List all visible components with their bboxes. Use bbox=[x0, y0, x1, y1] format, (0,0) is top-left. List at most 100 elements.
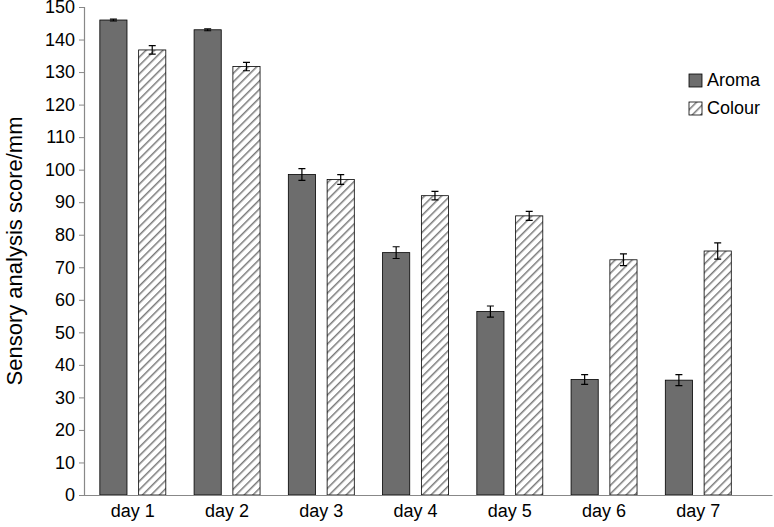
tick-label: day 3 bbox=[299, 501, 343, 521]
tick: day 5 bbox=[488, 495, 532, 521]
error-bar bbox=[393, 247, 400, 259]
tick-mark bbox=[79, 397, 84, 398]
tick: 70 bbox=[55, 258, 84, 278]
tick-label: 90 bbox=[55, 192, 75, 212]
tick: 150 bbox=[45, 0, 84, 17]
tick: day 6 bbox=[582, 495, 626, 521]
tick: 110 bbox=[46, 127, 84, 147]
legend-label: Colour bbox=[707, 98, 760, 118]
bar bbox=[477, 312, 504, 495]
tick-label: 140 bbox=[45, 30, 75, 50]
axis-title: Sensory analysis score/mm bbox=[2, 117, 27, 386]
tick-label: day 2 bbox=[205, 501, 249, 521]
tick: 100 bbox=[45, 160, 84, 180]
tick-mark bbox=[79, 170, 84, 171]
bar bbox=[421, 196, 448, 495]
legend: Aroma Colour bbox=[689, 70, 761, 118]
tick: 30 bbox=[55, 388, 84, 408]
tick-mark bbox=[79, 332, 84, 333]
tick-mark bbox=[79, 105, 84, 106]
tick: 140 bbox=[45, 30, 84, 50]
tick: 120 bbox=[45, 95, 84, 115]
error-bar bbox=[620, 254, 627, 266]
y-axis: 0 10 20 30 40 50 60 70 80 90 100 110 120 130 140 150 bbox=[45, 0, 85, 505]
tick: day 7 bbox=[676, 495, 720, 521]
tick-mark bbox=[79, 137, 84, 138]
tick-label: 110 bbox=[46, 127, 75, 147]
axis-line bbox=[85, 495, 773, 496]
tick-label: 20 bbox=[55, 420, 75, 440]
error-bar bbox=[298, 169, 305, 181]
error-bar bbox=[526, 211, 533, 220]
tick-mark bbox=[79, 430, 84, 431]
tick: 90 bbox=[55, 192, 84, 212]
error-bar bbox=[487, 306, 494, 317]
tick-mark bbox=[79, 365, 84, 366]
legend-swatch bbox=[689, 102, 702, 115]
bar bbox=[194, 30, 221, 495]
tick-mark bbox=[79, 72, 84, 73]
tick-label: 70 bbox=[55, 258, 75, 278]
plot-area bbox=[100, 19, 731, 495]
tick: day 3 bbox=[299, 495, 343, 521]
error-bar bbox=[149, 46, 156, 54]
tick-mark bbox=[79, 495, 84, 496]
error-bar bbox=[581, 375, 588, 385]
tick-label: day 1 bbox=[111, 501, 155, 521]
bar bbox=[665, 380, 692, 495]
tick-mark bbox=[79, 462, 84, 463]
series bbox=[139, 46, 732, 495]
bar bbox=[610, 260, 637, 495]
tick-label: 10 bbox=[55, 453, 75, 473]
legend-label: Aroma bbox=[707, 70, 761, 90]
tick: day 4 bbox=[394, 495, 438, 521]
bar bbox=[139, 50, 166, 495]
tick-label: day 4 bbox=[394, 501, 438, 521]
tick-label: 0 bbox=[65, 485, 75, 505]
tick-label: 130 bbox=[45, 62, 75, 82]
error-bar bbox=[431, 191, 438, 199]
tick: day 1 bbox=[111, 495, 155, 521]
x-axis: day 1 day 2 day 3 day 4 day 5 day 6 day 7 bbox=[85, 495, 773, 521]
tick: 50 bbox=[55, 323, 84, 343]
bar bbox=[327, 179, 354, 495]
tick: day 2 bbox=[205, 495, 249, 521]
tick-mark bbox=[79, 7, 84, 8]
tick: 0 bbox=[65, 485, 84, 505]
tick-label: day 7 bbox=[676, 501, 720, 521]
error-bar bbox=[714, 243, 721, 259]
tick: 20 bbox=[55, 420, 84, 440]
error-bar bbox=[204, 29, 211, 31]
tick-label: 60 bbox=[55, 290, 75, 310]
error-bar bbox=[110, 19, 117, 21]
error-bar bbox=[337, 175, 344, 185]
bar bbox=[233, 67, 260, 495]
tick-mark bbox=[79, 202, 84, 203]
tick-label: 100 bbox=[45, 160, 75, 180]
bar bbox=[100, 20, 127, 495]
bar bbox=[383, 253, 410, 495]
tick: 40 bbox=[55, 355, 84, 375]
chart: 0 10 20 30 40 50 60 70 80 90 100 110 120 130 140 150 day… bbox=[0, 0, 774, 527]
error-bar bbox=[675, 375, 682, 386]
tick-mark bbox=[79, 235, 84, 236]
tick-label: day 6 bbox=[582, 501, 626, 521]
bar bbox=[516, 216, 543, 495]
bar bbox=[288, 175, 315, 495]
tick-label: 50 bbox=[55, 323, 75, 343]
legend-swatch bbox=[689, 74, 702, 87]
tick: 60 bbox=[55, 290, 84, 310]
error-bar bbox=[243, 62, 250, 70]
series bbox=[100, 19, 693, 495]
tick-label: 30 bbox=[55, 388, 75, 408]
bar bbox=[571, 380, 598, 495]
tick-label: 150 bbox=[45, 0, 75, 17]
tick: 130 bbox=[45, 62, 84, 82]
tick-label: 40 bbox=[55, 355, 75, 375]
tick-mark bbox=[79, 300, 84, 301]
tick: 10 bbox=[55, 453, 84, 473]
bar bbox=[704, 251, 731, 495]
tick-label: day 5 bbox=[488, 501, 532, 521]
tick-label: 80 bbox=[55, 225, 75, 245]
tick-label: 120 bbox=[45, 95, 75, 115]
